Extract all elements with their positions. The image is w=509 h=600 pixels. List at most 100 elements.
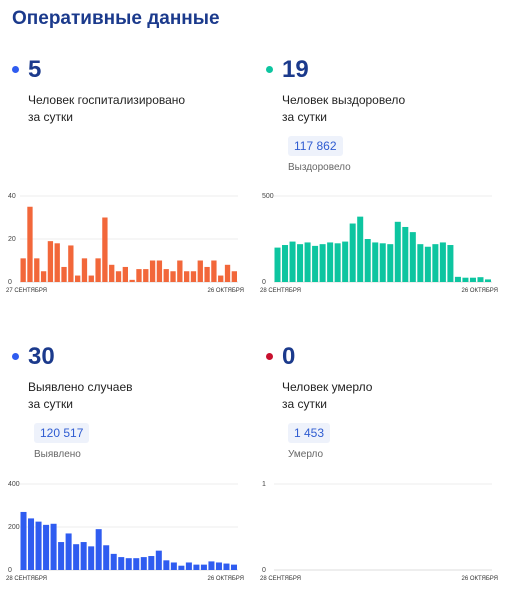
bar xyxy=(417,244,424,282)
y-tick-label: 0 xyxy=(262,567,266,574)
y-tick-label: 200 xyxy=(8,524,20,531)
bar xyxy=(155,550,162,570)
bar xyxy=(274,247,281,282)
y-tick-label: 1 xyxy=(262,481,266,488)
deaths-total-label: Умерло xyxy=(288,449,324,460)
chart-deaths-svg: 0 1 28 СЕНТЯБРЯ 26 ОКТЯБРЯ xyxy=(260,481,498,582)
label-line-2: за сутки xyxy=(282,397,327,411)
bar xyxy=(211,260,217,282)
label-line-1: Человек госпитализировано xyxy=(28,93,186,107)
bar xyxy=(122,266,128,282)
y-tick-label: 0 xyxy=(8,279,12,286)
bar xyxy=(102,217,108,282)
bar xyxy=(61,266,67,282)
bar xyxy=(469,277,476,282)
deaths-value: 0 xyxy=(282,343,296,370)
chart-cases: 0 200 400 28 СЕНТЯБРЯ 26 ОКТЯБРЯ xyxy=(6,478,246,583)
x-end-label: 26 ОКТЯБРЯ xyxy=(461,576,498,582)
x-start-label: 28 СЕНТЯБРЯ xyxy=(260,288,301,294)
status-dot xyxy=(266,353,273,360)
card-recovered: 19 Человек выздоровело за сутки 117 862 … xyxy=(264,56,504,173)
bar xyxy=(43,524,50,570)
cases-label: Выявлено случаев за сутки xyxy=(28,379,250,413)
chart-hospitalized: 0 20 40 27 СЕНТЯБРЯ 26 ОКТЯБРЯ xyxy=(6,190,246,295)
recovered-total: 117 862 xyxy=(288,136,343,156)
bar xyxy=(156,260,163,282)
bar xyxy=(136,269,142,282)
x-end-label: 26 ОКТЯБРЯ xyxy=(461,288,498,294)
bar xyxy=(312,245,319,282)
bar xyxy=(424,246,431,282)
status-dot xyxy=(266,66,273,73)
bar xyxy=(115,271,122,282)
cases-total-label: Выявлено xyxy=(34,449,81,460)
bar xyxy=(218,275,224,282)
bar xyxy=(81,258,88,282)
bar xyxy=(184,271,190,282)
bar xyxy=(34,258,40,282)
bar xyxy=(125,558,132,570)
bar xyxy=(178,565,185,570)
bar xyxy=(327,242,334,282)
bar xyxy=(27,206,33,282)
bar xyxy=(75,275,81,282)
bar xyxy=(447,245,454,282)
card-cases: 30 Выявлено случаев за сутки 120 517 Выя… xyxy=(10,343,250,460)
bar xyxy=(148,556,155,570)
chart-recovered: 0 500 28 СЕНТЯБРЯ 26 ОКТЯБРЯ xyxy=(260,190,500,295)
bar xyxy=(230,564,237,570)
bar xyxy=(394,221,401,282)
chart-cases-svg: 0 200 400 28 СЕНТЯБРЯ 26 ОКТЯБРЯ xyxy=(6,481,244,582)
bar xyxy=(379,243,386,282)
recovered-total-label: Выздоровело xyxy=(288,162,351,173)
bar xyxy=(88,546,95,570)
bar xyxy=(110,553,117,570)
bar xyxy=(409,232,416,282)
bar xyxy=(231,271,237,282)
bar xyxy=(163,560,170,570)
bar xyxy=(109,264,115,282)
bar xyxy=(484,279,491,282)
bar xyxy=(58,542,65,570)
bar xyxy=(342,241,349,282)
bar xyxy=(129,279,135,282)
bar xyxy=(80,542,87,570)
bar xyxy=(170,271,176,282)
bar xyxy=(193,564,200,570)
x-start-label: 28 СЕНТЯБРЯ xyxy=(6,576,47,582)
bar xyxy=(170,562,177,570)
bar xyxy=(190,271,197,282)
bar xyxy=(357,216,364,282)
deaths-label: Человек умерло за сутки xyxy=(282,379,504,413)
bar xyxy=(118,557,125,570)
bar xyxy=(133,558,140,570)
bar xyxy=(215,562,222,570)
bar xyxy=(68,245,74,282)
bar xyxy=(185,562,192,570)
bar xyxy=(477,277,484,282)
bar xyxy=(432,244,439,282)
recovered-label: Человек выздоровело за сутки xyxy=(282,92,504,126)
x-start-label: 28 СЕНТЯБРЯ xyxy=(260,576,301,582)
bar xyxy=(208,561,215,570)
status-dot xyxy=(12,353,19,360)
bar xyxy=(47,241,54,282)
bar xyxy=(73,544,80,570)
card-hospitalized: 5 Человек госпитализировано за сутки xyxy=(10,56,250,126)
card-deaths: 0 Человек умерло за сутки 1 453 Умерло xyxy=(264,343,504,460)
y-tick-label: 0 xyxy=(8,567,12,574)
bar xyxy=(40,271,47,282)
hospitalized-value: 5 xyxy=(28,56,42,83)
bar xyxy=(50,523,57,570)
y-tick-label: 500 xyxy=(262,193,274,200)
label-line-2: за сутки xyxy=(282,110,327,124)
bar xyxy=(402,226,409,282)
deaths-total: 1 453 xyxy=(288,423,331,443)
bar xyxy=(462,277,469,282)
bar xyxy=(454,276,461,282)
bar xyxy=(200,564,207,570)
y-tick-label: 20 xyxy=(8,236,16,243)
label-line-1: Выявлено случаев xyxy=(28,380,133,394)
recovered-value: 19 xyxy=(282,56,309,83)
bar xyxy=(95,258,101,282)
